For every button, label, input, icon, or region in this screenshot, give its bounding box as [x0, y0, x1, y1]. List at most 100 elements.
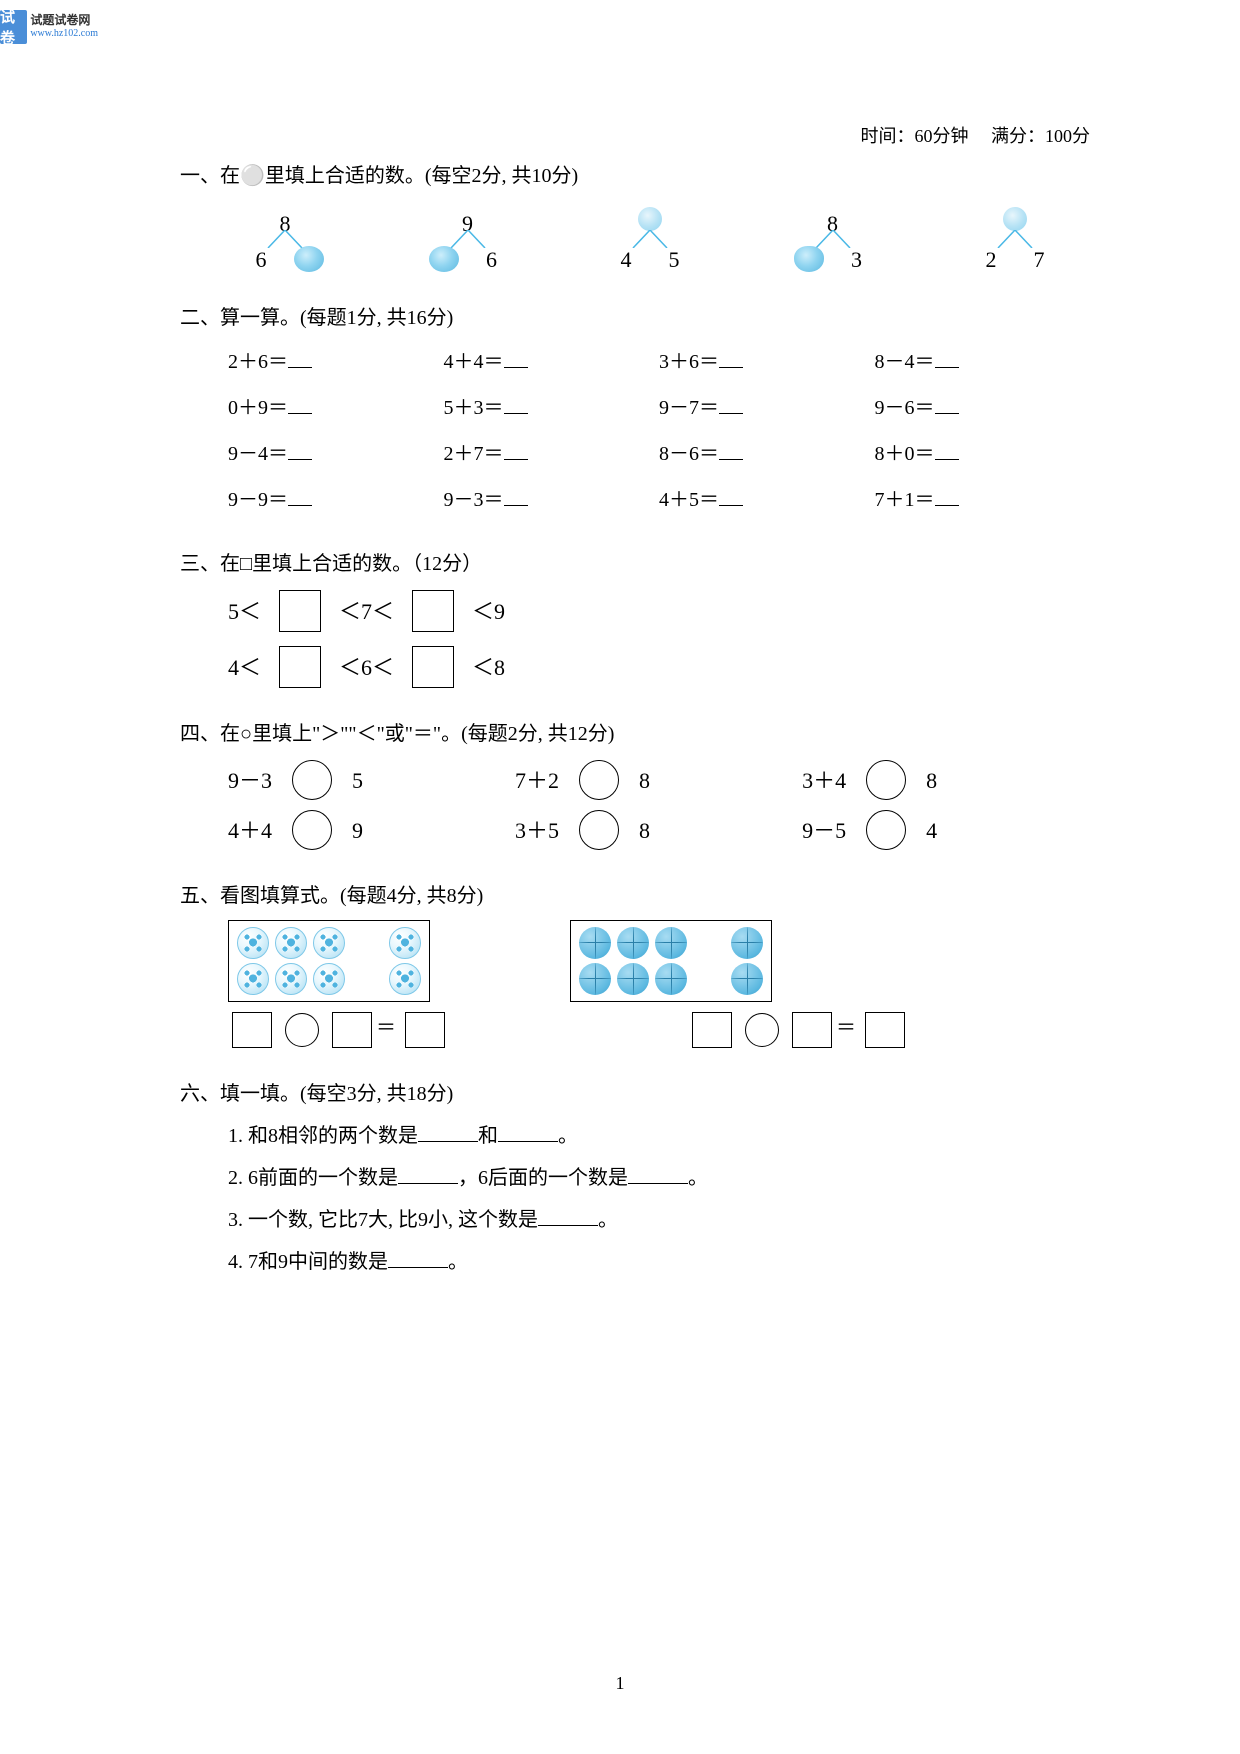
q2-items: 2＋6＝ 4＋4＝ 3＋6＝ 8－4＝ 0＋9＝ 5＋3＝ 9－7＝ 9－6＝ … [228, 344, 1090, 518]
calc-item: 9－9＝ [228, 482, 444, 518]
q4-title: 四、在○里填上"＞""＜"或"＝"。(每题2分, 共12分) [180, 716, 1090, 752]
q2-title: 二、算一算。(每题1分, 共16分) [180, 300, 1090, 336]
basketball-icon [731, 927, 763, 959]
answer-box[interactable] [279, 646, 321, 688]
q6-line-2: 2. 6前面的一个数是，6后面的一个数是。 [228, 1160, 1090, 1196]
q4-items: 9－35 7＋28 3＋48 4＋49 3＋58 9－54 [228, 760, 1090, 850]
basketball-icon [617, 963, 649, 995]
answer-box[interactable] [405, 1012, 445, 1048]
soccer-icon [275, 963, 307, 995]
calc-item: 7＋1＝ [875, 482, 1091, 518]
fruit-icon [429, 246, 459, 272]
calc-item: 0＋9＝ [228, 390, 444, 426]
page-content: 时间：60分钟 满分：100分 一、在⚪里填上合适的数。(每空2分, 共10分)… [0, 0, 1240, 1368]
q3-row1: 5＜＜7＜＜9 [228, 590, 1090, 632]
calc-item: 4＋5＝ [659, 482, 875, 518]
answer-box[interactable] [279, 590, 321, 632]
calc-item: 2＋6＝ [228, 344, 444, 380]
compare-circle[interactable] [579, 760, 619, 800]
equation-1: ＝ [228, 1010, 508, 1047]
question-6: 六、填一填。(每空3分, 共18分) 1. 和8相邻的两个数是和。 2. 6前面… [180, 1076, 1090, 1280]
exam-summary: 时间：60分钟 满分：100分 [180, 120, 1090, 152]
decomp-item: 8 3 [788, 204, 878, 272]
calc-item: 8＋0＝ [875, 436, 1091, 472]
operator-circle[interactable] [745, 1013, 779, 1047]
calc-item: 9－3＝ [444, 482, 660, 518]
soccer-icon [237, 963, 269, 995]
calc-item: 8－4＝ [875, 344, 1091, 380]
fill-blank[interactable] [628, 1166, 688, 1184]
calc-item: 9－6＝ [875, 390, 1091, 426]
answer-box[interactable] [412, 590, 454, 632]
fruit-icon [1003, 207, 1027, 231]
soccer-icon [237, 927, 269, 959]
soccer-icon [313, 963, 345, 995]
compare-circle[interactable] [866, 760, 906, 800]
decomp-item: 45 [605, 204, 695, 272]
soccer-icon [389, 963, 421, 995]
page-number: 1 [616, 1673, 625, 1694]
q5-equations: ＝ ＝ [228, 1010, 1090, 1047]
equation-2: ＝ [688, 1010, 968, 1047]
q1-decomp-row: 8 6 9 6 45 8 3 27 [240, 204, 1060, 272]
question-2: 二、算一算。(每题1分, 共16分) 2＋6＝ 4＋4＝ 3＋6＝ 8－4＝ 0… [180, 300, 1090, 518]
compare-circle[interactable] [866, 810, 906, 850]
fill-blank[interactable] [498, 1124, 558, 1142]
answer-box[interactable] [792, 1012, 832, 1048]
compare-circle[interactable] [292, 810, 332, 850]
decomp-item: 27 [970, 204, 1060, 272]
question-1: 一、在⚪里填上合适的数。(每空2分, 共10分) 8 6 9 6 45 8 3 [180, 158, 1090, 272]
answer-box[interactable] [865, 1012, 905, 1048]
calc-item: 2＋7＝ [444, 436, 660, 472]
basketball-panel [570, 920, 772, 1002]
compare-circle[interactable] [292, 760, 332, 800]
answer-box[interactable] [232, 1012, 272, 1048]
soccer-panel [228, 920, 430, 1002]
operator-circle[interactable] [285, 1013, 319, 1047]
q1-title: 一、在⚪里填上合适的数。(每空2分, 共10分) [180, 158, 1090, 194]
answer-box[interactable] [692, 1012, 732, 1048]
answer-box[interactable] [412, 646, 454, 688]
compare-item: 3＋58 [515, 810, 802, 850]
q3-row2: 4＜＜6＜＜8 [228, 646, 1090, 688]
calc-item: 3＋6＝ [659, 344, 875, 380]
calc-item: 5＋3＝ [444, 390, 660, 426]
q6-line-1: 1. 和8相邻的两个数是和。 [228, 1118, 1090, 1154]
calc-item: 4＋4＝ [444, 344, 660, 380]
soccer-icon [389, 927, 421, 959]
calc-item: 8－6＝ [659, 436, 875, 472]
fill-blank[interactable] [538, 1208, 598, 1226]
watermark: 试卷 试题试卷网 www.hz102.com [0, 9, 98, 44]
basketball-icon [655, 963, 687, 995]
compare-item: 9－35 [228, 760, 515, 800]
q6-line-3: 3. 一个数, 它比7大, 比9小, 这个数是。 [228, 1202, 1090, 1238]
fill-blank[interactable] [388, 1250, 448, 1268]
fill-blank[interactable] [398, 1166, 458, 1184]
compare-item: 3＋48 [802, 760, 1089, 800]
q5-title: 五、看图填算式。(每题4分, 共8分) [180, 878, 1090, 914]
soccer-icon [275, 927, 307, 959]
basketball-icon [579, 963, 611, 995]
fill-blank[interactable] [418, 1124, 478, 1142]
fruit-icon [794, 246, 824, 272]
q6-title: 六、填一填。(每空3分, 共18分) [180, 1076, 1090, 1112]
fruit-icon [294, 246, 324, 272]
basketball-icon [655, 927, 687, 959]
q5-pictures [228, 920, 1090, 1002]
question-3: 三、在□里填上合适的数。（12分） 5＜＜7＜＜9 4＜＜6＜＜8 [180, 546, 1090, 688]
decomp-item: 8 6 [240, 204, 330, 272]
compare-item: 9－54 [802, 810, 1089, 850]
watermark-text: 试题试卷网 www.hz102.com [30, 14, 98, 38]
answer-box[interactable] [332, 1012, 372, 1048]
basketball-icon [617, 927, 649, 959]
basketball-icon [579, 927, 611, 959]
soccer-icon [313, 927, 345, 959]
compare-item: 7＋28 [515, 760, 802, 800]
watermark-badge: 试卷 [0, 10, 27, 44]
compare-item: 4＋49 [228, 810, 515, 850]
decomp-item: 9 6 [423, 204, 513, 272]
compare-circle[interactable] [579, 810, 619, 850]
q6-line-4: 4. 7和9中间的数是。 [228, 1244, 1090, 1280]
question-5: 五、看图填算式。(每题4分, 共8分) [180, 878, 1090, 1047]
calc-item: 9－4＝ [228, 436, 444, 472]
